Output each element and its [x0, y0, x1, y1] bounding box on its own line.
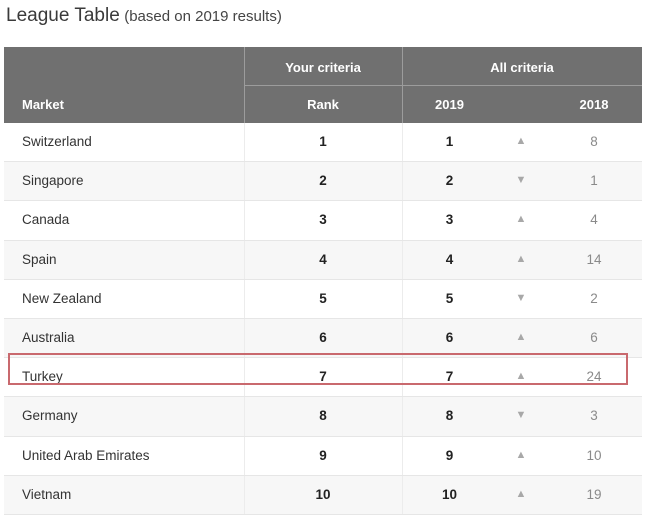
rank-2019-value: 7: [445, 369, 454, 385]
rank-2018-value: 14: [586, 251, 602, 267]
header-2018: 2018: [579, 97, 609, 112]
market-name: Switzerland: [22, 134, 92, 149]
rank-value: 8: [319, 408, 327, 424]
rank-value: 1: [319, 134, 327, 149]
market-name: Canada: [22, 212, 70, 228]
rank-value: 7: [319, 369, 327, 385]
column-divider: [402, 240, 403, 279]
table-row: New Zealand 5 5 ▼ 2: [4, 279, 642, 319]
header-divider: [244, 85, 642, 86]
rank-2019-value: 6: [445, 329, 454, 345]
column-divider: [244, 279, 245, 318]
column-divider: [244, 358, 245, 397]
rank-2019-value: 8: [445, 408, 454, 424]
rank-2018-value: 24: [586, 369, 602, 385]
market-name: Australia: [22, 329, 75, 345]
league-table: Your criteria All criteria Market Rank 2…: [4, 47, 642, 515]
rank-value: 2: [319, 173, 327, 189]
rank-2019-value: 4: [445, 251, 454, 267]
column-divider: [402, 201, 403, 240]
triangle-down-icon: ▼: [515, 291, 527, 304]
rank-2018-value: 3: [590, 408, 598, 424]
market-name: Turkey: [22, 369, 63, 385]
header-rank: Rank: [307, 97, 339, 112]
header-your-criteria: Your criteria: [285, 60, 361, 75]
rank-2018-value: 10: [586, 447, 602, 463]
rank-value: 9: [319, 447, 327, 463]
column-divider: [244, 318, 245, 358]
market-name: Vietnam: [22, 486, 72, 502]
rank-2018-value: 19: [586, 486, 602, 502]
triangle-up-icon: ▲: [515, 448, 527, 461]
rank-value: 10: [315, 486, 331, 502]
column-divider: [402, 318, 403, 358]
market-name: Singapore: [22, 173, 84, 189]
header-all-criteria: All criteria: [490, 60, 554, 75]
title-subtitle: (based on 2019 results): [124, 8, 282, 25]
column-divider: [402, 123, 403, 162]
rank-2019-value: 3: [445, 212, 454, 228]
market-name: Germany: [22, 408, 78, 424]
column-divider: [402, 475, 403, 514]
market-name: New Zealand: [22, 290, 102, 306]
column-divider: [402, 397, 403, 436]
rank-2018-value: 8: [590, 134, 598, 149]
table-row: United Arab Emirates 9 9 ▲ 10: [4, 436, 642, 476]
rank-2019-value: 1: [445, 134, 454, 149]
triangle-down-icon: ▼: [515, 174, 527, 187]
triangle-up-icon: ▲: [515, 330, 527, 343]
table-row: Turkey 7 7 ▲ 24: [4, 358, 642, 398]
column-divider: [402, 279, 403, 318]
market-name: Spain: [22, 251, 57, 267]
rank-2018-value: 2: [590, 290, 598, 306]
column-divider: [244, 397, 245, 436]
rank-2019-value: 5: [445, 290, 454, 306]
rank-2018-value: 6: [590, 329, 598, 345]
rank-2018-value: 4: [590, 212, 598, 228]
table-row: Canada 3 3 ▲ 4: [4, 201, 642, 241]
rank-value: 3: [319, 212, 327, 228]
column-divider: [244, 162, 245, 201]
table-row: Germany 8 8 ▼ 3: [4, 397, 642, 437]
market-name: United Arab Emirates: [22, 447, 150, 463]
table-row: Switzerland 1 1 ▲ 8: [4, 123, 642, 163]
table-row: Australia 6 6 ▲ 6: [4, 318, 642, 359]
triangle-up-icon: ▲: [515, 487, 527, 500]
rank-value: 4: [319, 251, 327, 267]
rank-2018-value: 1: [590, 173, 598, 189]
column-divider: [244, 436, 245, 475]
table-body: Switzerland 1 1 ▲ 8 Singapore 2 2 ▼ 1 Canada 3 3 ▲ 4 Sp…: [4, 123, 642, 515]
title-main: League Table: [6, 5, 120, 26]
column-divider: [402, 358, 403, 397]
triangle-up-icon: ▲: [515, 370, 527, 383]
column-divider: [244, 201, 245, 240]
column-divider: [244, 123, 245, 162]
page-title: League Table (based on 2019 results): [6, 5, 282, 27]
triangle-down-icon: ▼: [515, 409, 527, 422]
triangle-up-icon: ▲: [515, 213, 527, 226]
triangle-up-icon: ▲: [515, 252, 527, 265]
rank-value: 5: [319, 290, 327, 306]
table-header: Your criteria All criteria Market Rank 2…: [4, 47, 642, 123]
rank-2019-value: 2: [445, 173, 454, 189]
column-divider: [402, 162, 403, 201]
rank-2019-value: 9: [445, 447, 454, 463]
rank-2019-value: 10: [441, 486, 458, 502]
table-row: Spain 4 4 ▲ 14: [4, 240, 642, 280]
triangle-up-icon: ▲: [515, 135, 527, 147]
rank-value: 6: [319, 329, 327, 345]
column-divider: [402, 436, 403, 475]
column-divider: [244, 475, 245, 514]
header-2019: 2019: [435, 97, 464, 112]
column-divider: [244, 240, 245, 279]
table-row: Singapore 2 2 ▼ 1: [4, 162, 642, 202]
header-market: Market: [22, 97, 64, 112]
